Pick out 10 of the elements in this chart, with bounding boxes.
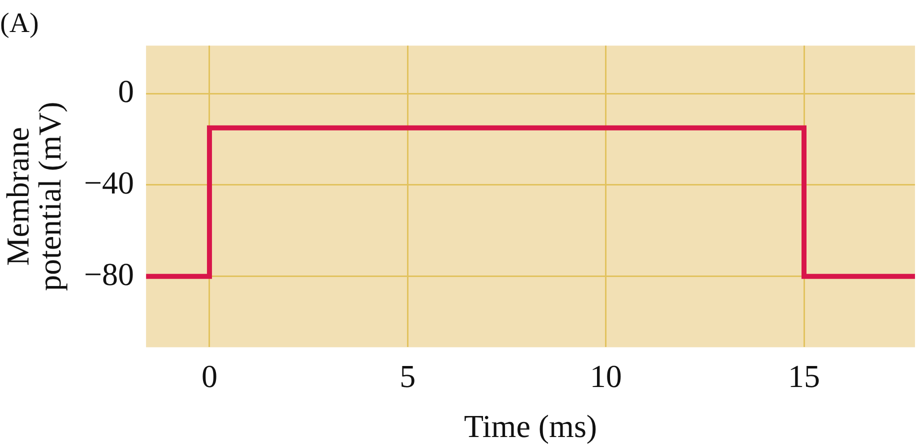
chart-title: (A) [0, 8, 39, 40]
x-tick-label: 10 [590, 358, 622, 394]
x-tick-label: 15 [788, 358, 820, 394]
x-tick-label: 0 [201, 358, 218, 394]
x-tick-label: 5 [400, 358, 416, 394]
y-tick-label: 0 [118, 72, 134, 109]
y-tick-label: −80 [84, 256, 134, 292]
y-axis-title: Membrane potential (mV) [0, 102, 68, 292]
y-tick-label: −40 [84, 164, 134, 200]
x-axis-title: Time (ms) [464, 408, 598, 444]
